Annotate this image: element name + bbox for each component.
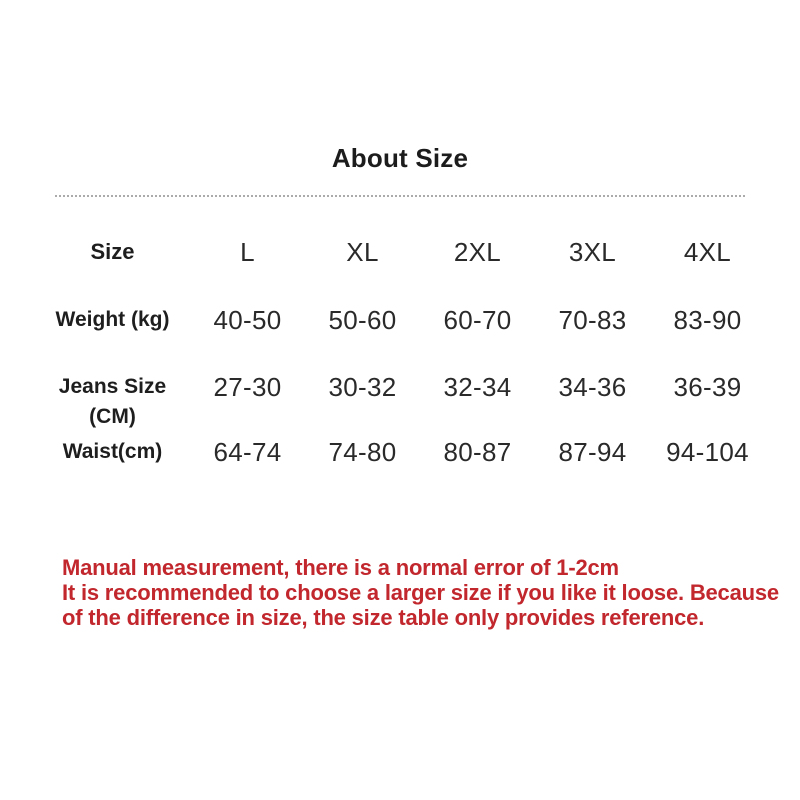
weight-cell-xl: 50-60: [328, 304, 397, 335]
table-row-weight: Weight (kg) 40-50 50-60 60-70 70-83 83-9…: [35, 276, 765, 364]
jeans-cell-4xl: 36-39: [673, 372, 742, 402]
header-label-size: Size: [90, 239, 135, 264]
jeans-cell-2xl: 32-34: [443, 372, 512, 402]
weight-cell-4xl: 83-90: [673, 304, 742, 335]
table-header-row: Size L XL 2XL 3XL 4XL: [35, 228, 765, 276]
table-row-waist: Waist(cm) 64-74 74-80 80-87 87-94 94-104: [35, 424, 765, 480]
weight-cell-l: 40-50: [213, 304, 282, 335]
weight-cell-3xl: 70-83: [558, 304, 627, 335]
col-header-4xl: 4XL: [683, 236, 732, 267]
col-header-l: L: [240, 236, 255, 267]
jeans-cell-3xl: 34-36: [558, 372, 627, 402]
row-label-jeans-line1: Jeans Size: [58, 375, 167, 398]
row-label-jeans-line2: (CM): [89, 405, 136, 428]
page-title: About Size: [331, 143, 469, 173]
col-header-2xl: 2XL: [453, 236, 502, 267]
row-label-weight: Weight (kg): [55, 308, 170, 331]
size-table: Size L XL 2XL 3XL 4XL Weight (kg) 40-50 …: [35, 228, 765, 480]
table-row-jeans: Jeans Size (CM) 27-30 30-32 32-34 34-36 …: [35, 364, 765, 428]
disclaimer-line-3: of the difference in size, the size tabl…: [62, 605, 705, 630]
row-label-jeans: Jeans Size (CM): [35, 364, 190, 432]
waist-cell-xl: 74-80: [328, 436, 397, 467]
waist-cell-4xl: 94-104: [666, 436, 749, 467]
disclaimer-line-2: It is recommended to choose a larger siz…: [62, 580, 779, 605]
col-header-xl: XL: [346, 236, 379, 267]
waist-cell-l: 64-74: [213, 436, 282, 467]
dotted-divider: [55, 195, 745, 197]
waist-cell-3xl: 87-94: [558, 436, 627, 467]
jeans-cell-xl: 30-32: [328, 372, 397, 402]
disclaimer-text: Manual measurement, there is a normal er…: [62, 555, 792, 630]
row-label-waist: Waist(cm): [62, 440, 163, 463]
disclaimer-line-1: Manual measurement, there is a normal er…: [62, 555, 619, 580]
jeans-cell-l: 27-30: [213, 372, 282, 402]
waist-cell-2xl: 80-87: [443, 436, 512, 467]
col-header-3xl: 3XL: [568, 236, 617, 267]
weight-cell-2xl: 60-70: [443, 304, 512, 335]
